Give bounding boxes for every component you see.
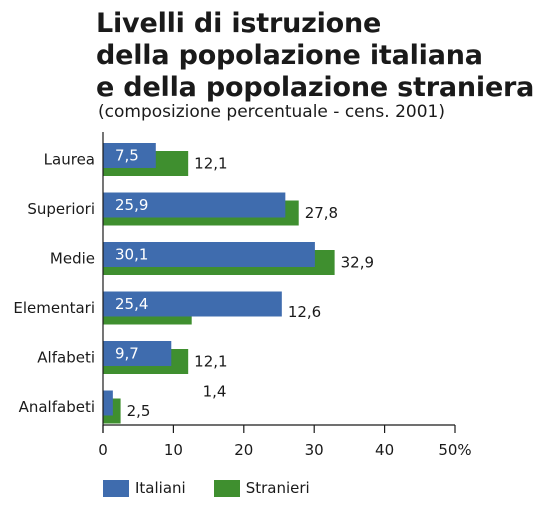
value-label-stranieri-analfabeti: 2,5 (127, 402, 151, 420)
chart-title-line-2: della popolazione italiana (96, 40, 483, 71)
value-label-stranieri-laurea: 12,1 (194, 155, 227, 173)
legend-label-stranieri: Stranieri (245, 479, 310, 497)
value-label-italiani-analfabeti: 1,4 (203, 383, 227, 401)
x-tick-label-20: 20 (234, 441, 253, 459)
value-label-italiani-medie: 30,1 (115, 246, 148, 264)
value-label-stranieri-elementari: 12,6 (288, 303, 321, 321)
chart-legend: Italiani Stranieri (103, 479, 338, 497)
x-tick-label-30: 30 (305, 441, 324, 459)
category-label-medie: Medie (50, 250, 95, 268)
x-tick-label-50: 50% (438, 441, 471, 459)
bar-italiani-analfabeti (103, 390, 113, 416)
x-tick-label-10: 10 (164, 441, 183, 459)
value-label-italiani-alfabeti: 9,7 (115, 345, 139, 363)
legend-swatch-stranieri (213, 479, 240, 497)
category-label-analfabeti: Analfabeti (19, 398, 95, 416)
chart-title-line-1: Livelli di istruzione (96, 8, 382, 39)
bar-italiani-medie (103, 242, 315, 267)
bar-italiani-alfabeti (103, 341, 172, 366)
chart-title-line-3: e della popolazione straniera (96, 72, 535, 103)
category-label-elementari: Elementari (13, 299, 95, 317)
category-label-superiori: Superiori (27, 200, 95, 218)
bar-italiani-superiori (103, 192, 286, 218)
legend-swatch-italiani (103, 479, 129, 497)
value-label-italiani-elementari: 25,4 (115, 295, 148, 313)
x-tick-label-40: 40 (375, 441, 394, 459)
value-label-stranieri-medie: 32,9 (341, 254, 374, 272)
legend-item-italiani: Italiani (103, 479, 186, 497)
value-label-stranieri-alfabeti: 12,1 (194, 353, 227, 371)
chart-subtitle: (composizione percentuale - cens. 2001) (98, 102, 445, 122)
bar-italiani-elementari (103, 291, 282, 317)
value-label-italiani-superiori: 25,9 (115, 196, 148, 214)
chart-title: Livelli di istruzione della popolazione … (96, 8, 534, 104)
legend-label-italiani: Italiani (135, 479, 186, 497)
bar-italiani-laurea (103, 143, 156, 168)
category-label-laurea: Laurea (44, 151, 95, 169)
x-tick-label-0: 0 (98, 441, 108, 459)
legend-item-stranieri: Stranieri (213, 479, 310, 497)
value-label-italiani-laurea: 7,5 (115, 147, 139, 165)
category-label-alfabeti: Alfabeti (37, 349, 95, 367)
value-label-stranieri-superiori: 27,8 (305, 204, 338, 222)
